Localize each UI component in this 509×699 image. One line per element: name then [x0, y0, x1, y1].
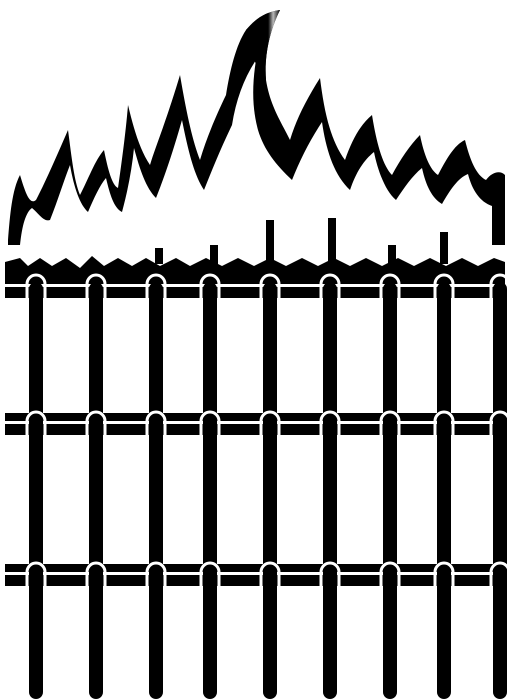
fence-post	[149, 282, 163, 699]
flame-tip-highlight	[246, 10, 280, 80]
post-rail-joint	[259, 273, 281, 298]
fence-post	[437, 282, 451, 699]
post-rail-joint	[379, 561, 401, 586]
flame-spike	[388, 245, 396, 264]
flame-spike	[328, 218, 336, 264]
post-rail-joint	[319, 561, 341, 586]
post-rail-joint	[319, 273, 341, 298]
flame-spike	[210, 245, 218, 264]
post-rail-joint	[433, 410, 455, 435]
fence-post	[383, 282, 397, 699]
post-rail-joint	[25, 273, 47, 298]
fence-rail-groove	[5, 284, 505, 287]
post-rail-joint	[25, 561, 47, 586]
flame-spike	[155, 248, 163, 264]
post-rail-joint	[379, 410, 401, 435]
flame-inner-cutout	[20, 60, 492, 245]
post-rail-joint	[145, 561, 167, 586]
fence-post	[203, 282, 217, 699]
fence-rail-groove	[5, 421, 505, 424]
post-rail-joint	[85, 273, 107, 298]
fence-post	[263, 282, 277, 699]
post-rail-joint	[145, 273, 167, 298]
fence-posts	[25, 273, 509, 699]
fence-post	[323, 282, 337, 699]
post-rail-joint	[433, 561, 455, 586]
post-rail-joint	[85, 410, 107, 435]
post-rail-joint	[85, 561, 107, 586]
flames-group	[5, 10, 505, 290]
fence-post	[29, 282, 43, 699]
post-rail-joint	[319, 410, 341, 435]
post-rail-joint	[259, 561, 281, 586]
flame-spike	[266, 220, 274, 264]
post-rail-joint	[199, 410, 221, 435]
post-rail-joint	[379, 273, 401, 298]
post-rail-joint	[433, 273, 455, 298]
post-rail-joint	[199, 561, 221, 586]
flame-spike	[440, 232, 448, 264]
post-rail-joint	[25, 410, 47, 435]
fence-rails	[5, 276, 505, 586]
post-rail-joint	[259, 410, 281, 435]
post-rail-joint	[199, 273, 221, 298]
post-rail-joint	[145, 410, 167, 435]
fence-post	[89, 282, 103, 699]
fence-post	[493, 282, 507, 699]
fence-rail-groove	[5, 572, 505, 575]
